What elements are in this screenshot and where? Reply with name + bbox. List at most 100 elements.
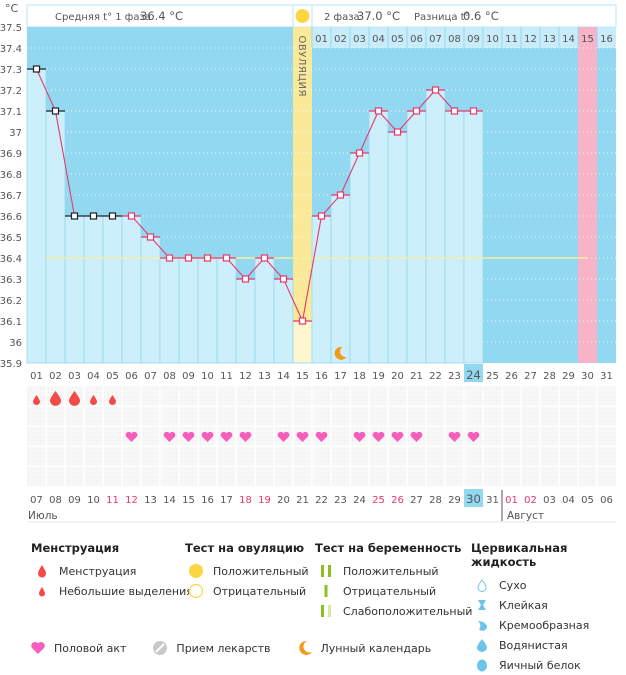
phase2-day-label: 04 [372, 34, 385, 45]
cycle-day-label: 19 [372, 371, 385, 382]
y-tick-label: 35.9 [0, 359, 22, 370]
temperature-bar [444, 110, 465, 364]
heart-icon [125, 431, 138, 442]
cycle-day-label: 14 [277, 371, 290, 382]
heart-icon [353, 431, 366, 442]
heart-icon [296, 431, 309, 442]
heart-icon [239, 431, 252, 442]
calendar-date-label: 13 [144, 495, 157, 506]
calendar-date-label: 07 [30, 495, 43, 506]
drop-large-icon [31, 564, 53, 578]
spotting-drop-icon [90, 395, 97, 405]
bbt-chart: Средняя t° 1 фаза 36.4 °C 2 фаза 37.0 °C… [0, 2, 617, 523]
cycle-day-label: 04 [87, 371, 100, 382]
temperature-point [450, 107, 459, 115]
below-chart: 01 02 03 04 05 06 07 08 09 10 11 12 13 14 15 16 17 18 19 20… [27, 364, 616, 523]
temperature-bar [159, 257, 180, 364]
cycle-day-label: 11 [220, 371, 233, 382]
faint-line-icon [315, 604, 337, 618]
calendar-date-label: 04 [562, 495, 575, 506]
empty-circle-icon [185, 583, 207, 599]
y-tick-label: 37.2 [0, 86, 22, 97]
y-tick-label: 37 [9, 128, 22, 139]
cycle-day-label: 24 [466, 368, 481, 382]
temperature-point [203, 254, 212, 262]
cycle-day-label: 06 [125, 371, 138, 382]
legend-label: Менструация [59, 564, 137, 578]
cycle-day-label: 22 [429, 371, 442, 382]
calendar-date-label: 17 [220, 495, 233, 506]
legend-title: Тест на овуляцию [185, 541, 305, 555]
moon-icon [297, 640, 313, 656]
temperature-point [222, 254, 231, 262]
calendar-date-label: 09 [68, 495, 81, 506]
legend-item: Клейкая [471, 595, 626, 615]
temperature-point [355, 149, 364, 157]
phase2-day-label: 01 [315, 34, 328, 45]
phase2-label: 2 фаза [324, 12, 360, 23]
temperature-bar [83, 215, 104, 364]
temperature-point [89, 212, 98, 220]
temperature-bar [26, 68, 47, 364]
heart-icon [410, 431, 423, 442]
legend-item: Положительный [315, 561, 472, 581]
menstruation-drop-icon [50, 391, 61, 406]
calendar-date-label: 28 [429, 495, 442, 506]
heart-icon [448, 431, 461, 442]
eggwhite-icon [471, 658, 493, 672]
calendar-date-label: 22 [315, 495, 328, 506]
temperature-bar [368, 110, 389, 364]
temperature-bar [235, 278, 256, 364]
temperature-point [374, 107, 383, 115]
y-tick-label: 36.8 [0, 170, 22, 181]
cycle-day-label: 16 [315, 371, 328, 382]
y-tick-label: 37.5 [0, 23, 22, 34]
legend-label: Положительный [343, 564, 439, 578]
month-label: Август [507, 510, 544, 522]
calendar-date-label: 24 [353, 495, 366, 506]
temperature-bar [387, 131, 408, 364]
calendar-date-label: 01 [505, 495, 518, 506]
phase2-day-label: 07 [429, 34, 442, 45]
legend-item: Лунный календарь [297, 640, 431, 656]
y-tick-label: 36.6 [0, 212, 22, 223]
calendar-date-label: 25 [372, 495, 385, 506]
ovulation-label: ОВУЛЯЦИЯ [296, 36, 307, 98]
phase2-day-label: 10 [486, 34, 499, 45]
cycle-day-label: 31 [600, 371, 613, 382]
legend-label: Водянистая [499, 638, 568, 652]
cycle-day-label: 13 [258, 371, 271, 382]
temperature-point [336, 191, 345, 199]
temperature-point [469, 107, 478, 115]
y-tick-label: 36.9 [0, 149, 22, 160]
heart-icon [315, 431, 328, 442]
legend-item: Половой акт [30, 641, 126, 655]
temperature-bar [425, 89, 446, 364]
phase2-day-label: 05 [391, 34, 404, 45]
filled-circle-icon [185, 563, 207, 579]
legend-item: Небольшие выделения [31, 581, 193, 601]
y-tick-label: 36 [9, 338, 22, 349]
y-tick-label: 37.1 [0, 107, 22, 118]
legend-title: Тест на беременность [315, 541, 462, 555]
calendar-date-label: 05 [581, 495, 594, 506]
temperature-point [32, 65, 41, 73]
legend-label: Положительный [213, 564, 309, 578]
cycle-day-label: 18 [353, 371, 366, 382]
cycle-day-label: 17 [334, 371, 347, 382]
cycle-day-label: 08 [163, 371, 176, 382]
pill-icon [152, 640, 168, 656]
watery-icon [471, 638, 493, 652]
phase2-day-label: 13 [543, 34, 556, 45]
temperature-bar [140, 236, 161, 364]
temperature-bar [197, 257, 218, 364]
temperature-bar [406, 110, 427, 364]
legend-label: Отрицательный [213, 584, 307, 598]
legend-label: Небольшие выделения [59, 584, 193, 598]
heart-icon [372, 431, 385, 442]
temperature-point [165, 254, 174, 262]
heart-icon [182, 431, 195, 442]
phase2-day-label: 15 [581, 34, 594, 45]
cycle-day-label: 01 [30, 371, 43, 382]
y-tick-label: 36.3 [0, 275, 22, 286]
